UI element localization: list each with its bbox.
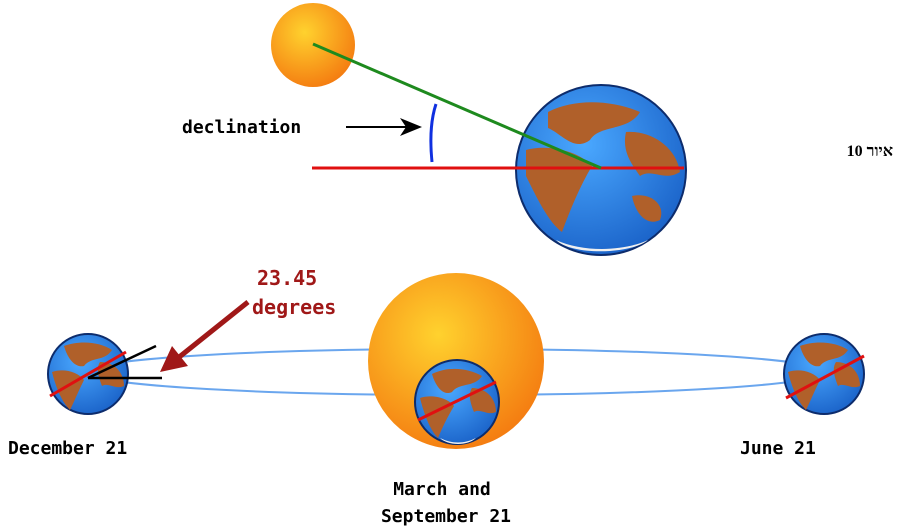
tilt-label-unit: degrees: [252, 295, 336, 319]
declination-arrow: [346, 118, 422, 136]
tilt-label-value: 23.45: [257, 266, 317, 290]
declination-arc: [429, 103, 438, 163]
label-march-line2: September 21: [381, 506, 511, 527]
earth-june: [783, 333, 865, 415]
label-march-line1: March and: [393, 479, 491, 500]
earth-top: [515, 84, 687, 256]
label-june: June 21: [740, 438, 816, 459]
earth-equinox: [414, 359, 500, 445]
label-december: December 21: [8, 438, 127, 459]
tilt-arrow: [160, 300, 250, 372]
sunlight-ray: [312, 42, 602, 170]
declination-label: declination: [182, 117, 301, 138]
earth-december: [47, 333, 162, 415]
figure-caption: איור 10: [847, 143, 893, 160]
